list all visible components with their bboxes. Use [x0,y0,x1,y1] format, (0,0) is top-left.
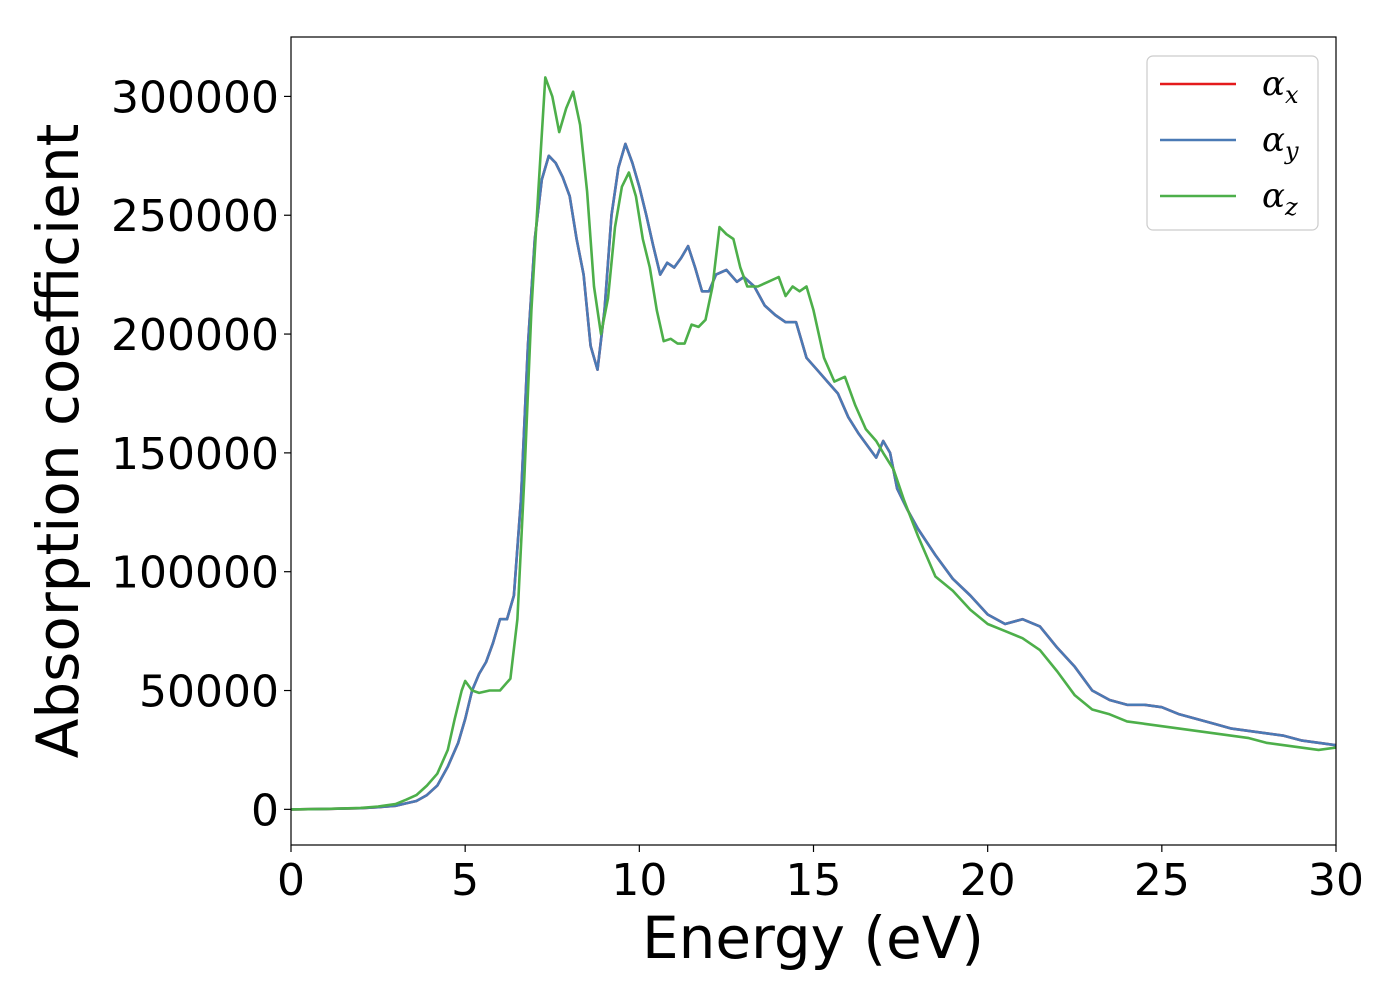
series-line-x [291,142,1336,811]
legend-symbol: α [1262,120,1285,160]
series-line-z [291,76,1336,811]
y-axis-title: Absorption coefficient [24,124,92,759]
x-tick-label: 25 [1134,855,1190,906]
x-tick-label: 0 [277,855,305,906]
y-axis: 0 50000 100000 150000 200000 250000 300000 [111,72,291,836]
x-axis: 0 5 10 15 20 25 30 [277,845,1364,906]
legend-subscript: x [1285,81,1299,109]
legend-box [1146,55,1319,231]
series-line-y [291,142,1336,811]
x-tick-label: 15 [786,855,842,906]
y-tick-label: 150000 [111,429,279,480]
x-tick-label: 10 [611,855,667,906]
legend-symbol: α [1262,64,1285,104]
y-tick-label: 250000 [111,191,279,242]
y-tick-label: 50000 [139,667,279,718]
y-tick-label: 100000 [111,548,279,599]
x-tick-label: 5 [451,855,479,906]
legend-symbol: α [1262,176,1285,216]
legend-subscript: z [1284,193,1298,221]
y-tick-label: 300000 [111,72,279,123]
series-layer [291,76,1336,811]
legend-label-y: αy [1262,120,1299,165]
x-tick-label: 20 [960,855,1016,906]
legend-subscript: y [1284,137,1299,165]
y-tick-label: 200000 [111,310,279,361]
x-axis-title: Energy (eV) [642,904,984,972]
legend-label-x: αx [1262,64,1299,109]
legend-label-z: αz [1262,176,1298,221]
x-tick-label: 30 [1308,855,1364,906]
y-tick-label: 0 [251,785,279,836]
